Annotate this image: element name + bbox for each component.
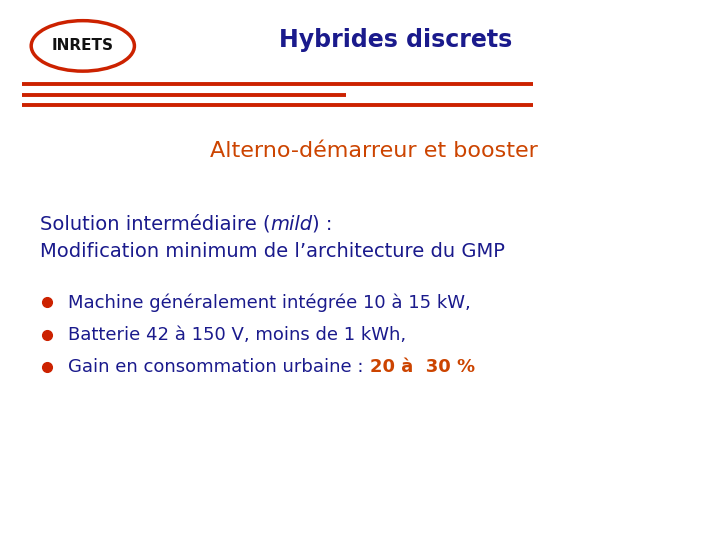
Text: Modification minimum de l’architecture du GMP: Modification minimum de l’architecture d… [40,241,505,261]
Text: 20 à  30 %: 20 à 30 % [369,358,474,376]
Ellipse shape [31,21,135,71]
Text: Hybrides discrets: Hybrides discrets [279,29,513,52]
Text: Solution intermédiaire (: Solution intermédiaire ( [40,214,270,234]
Text: Machine généralement intégrée 10 à 15 kW,: Machine généralement intégrée 10 à 15 kW… [68,293,471,312]
Text: mild: mild [270,214,312,234]
Text: Batterie 42 à 150 V, moins de 1 kWh,: Batterie 42 à 150 V, moins de 1 kWh, [68,326,407,344]
Text: Alterno-démarreur et booster: Alterno-démarreur et booster [210,141,539,161]
Text: ) :: ) : [312,214,333,234]
Text: INRETS: INRETS [52,38,114,53]
Text: Gain en consommation urbaine :: Gain en consommation urbaine : [68,358,369,376]
